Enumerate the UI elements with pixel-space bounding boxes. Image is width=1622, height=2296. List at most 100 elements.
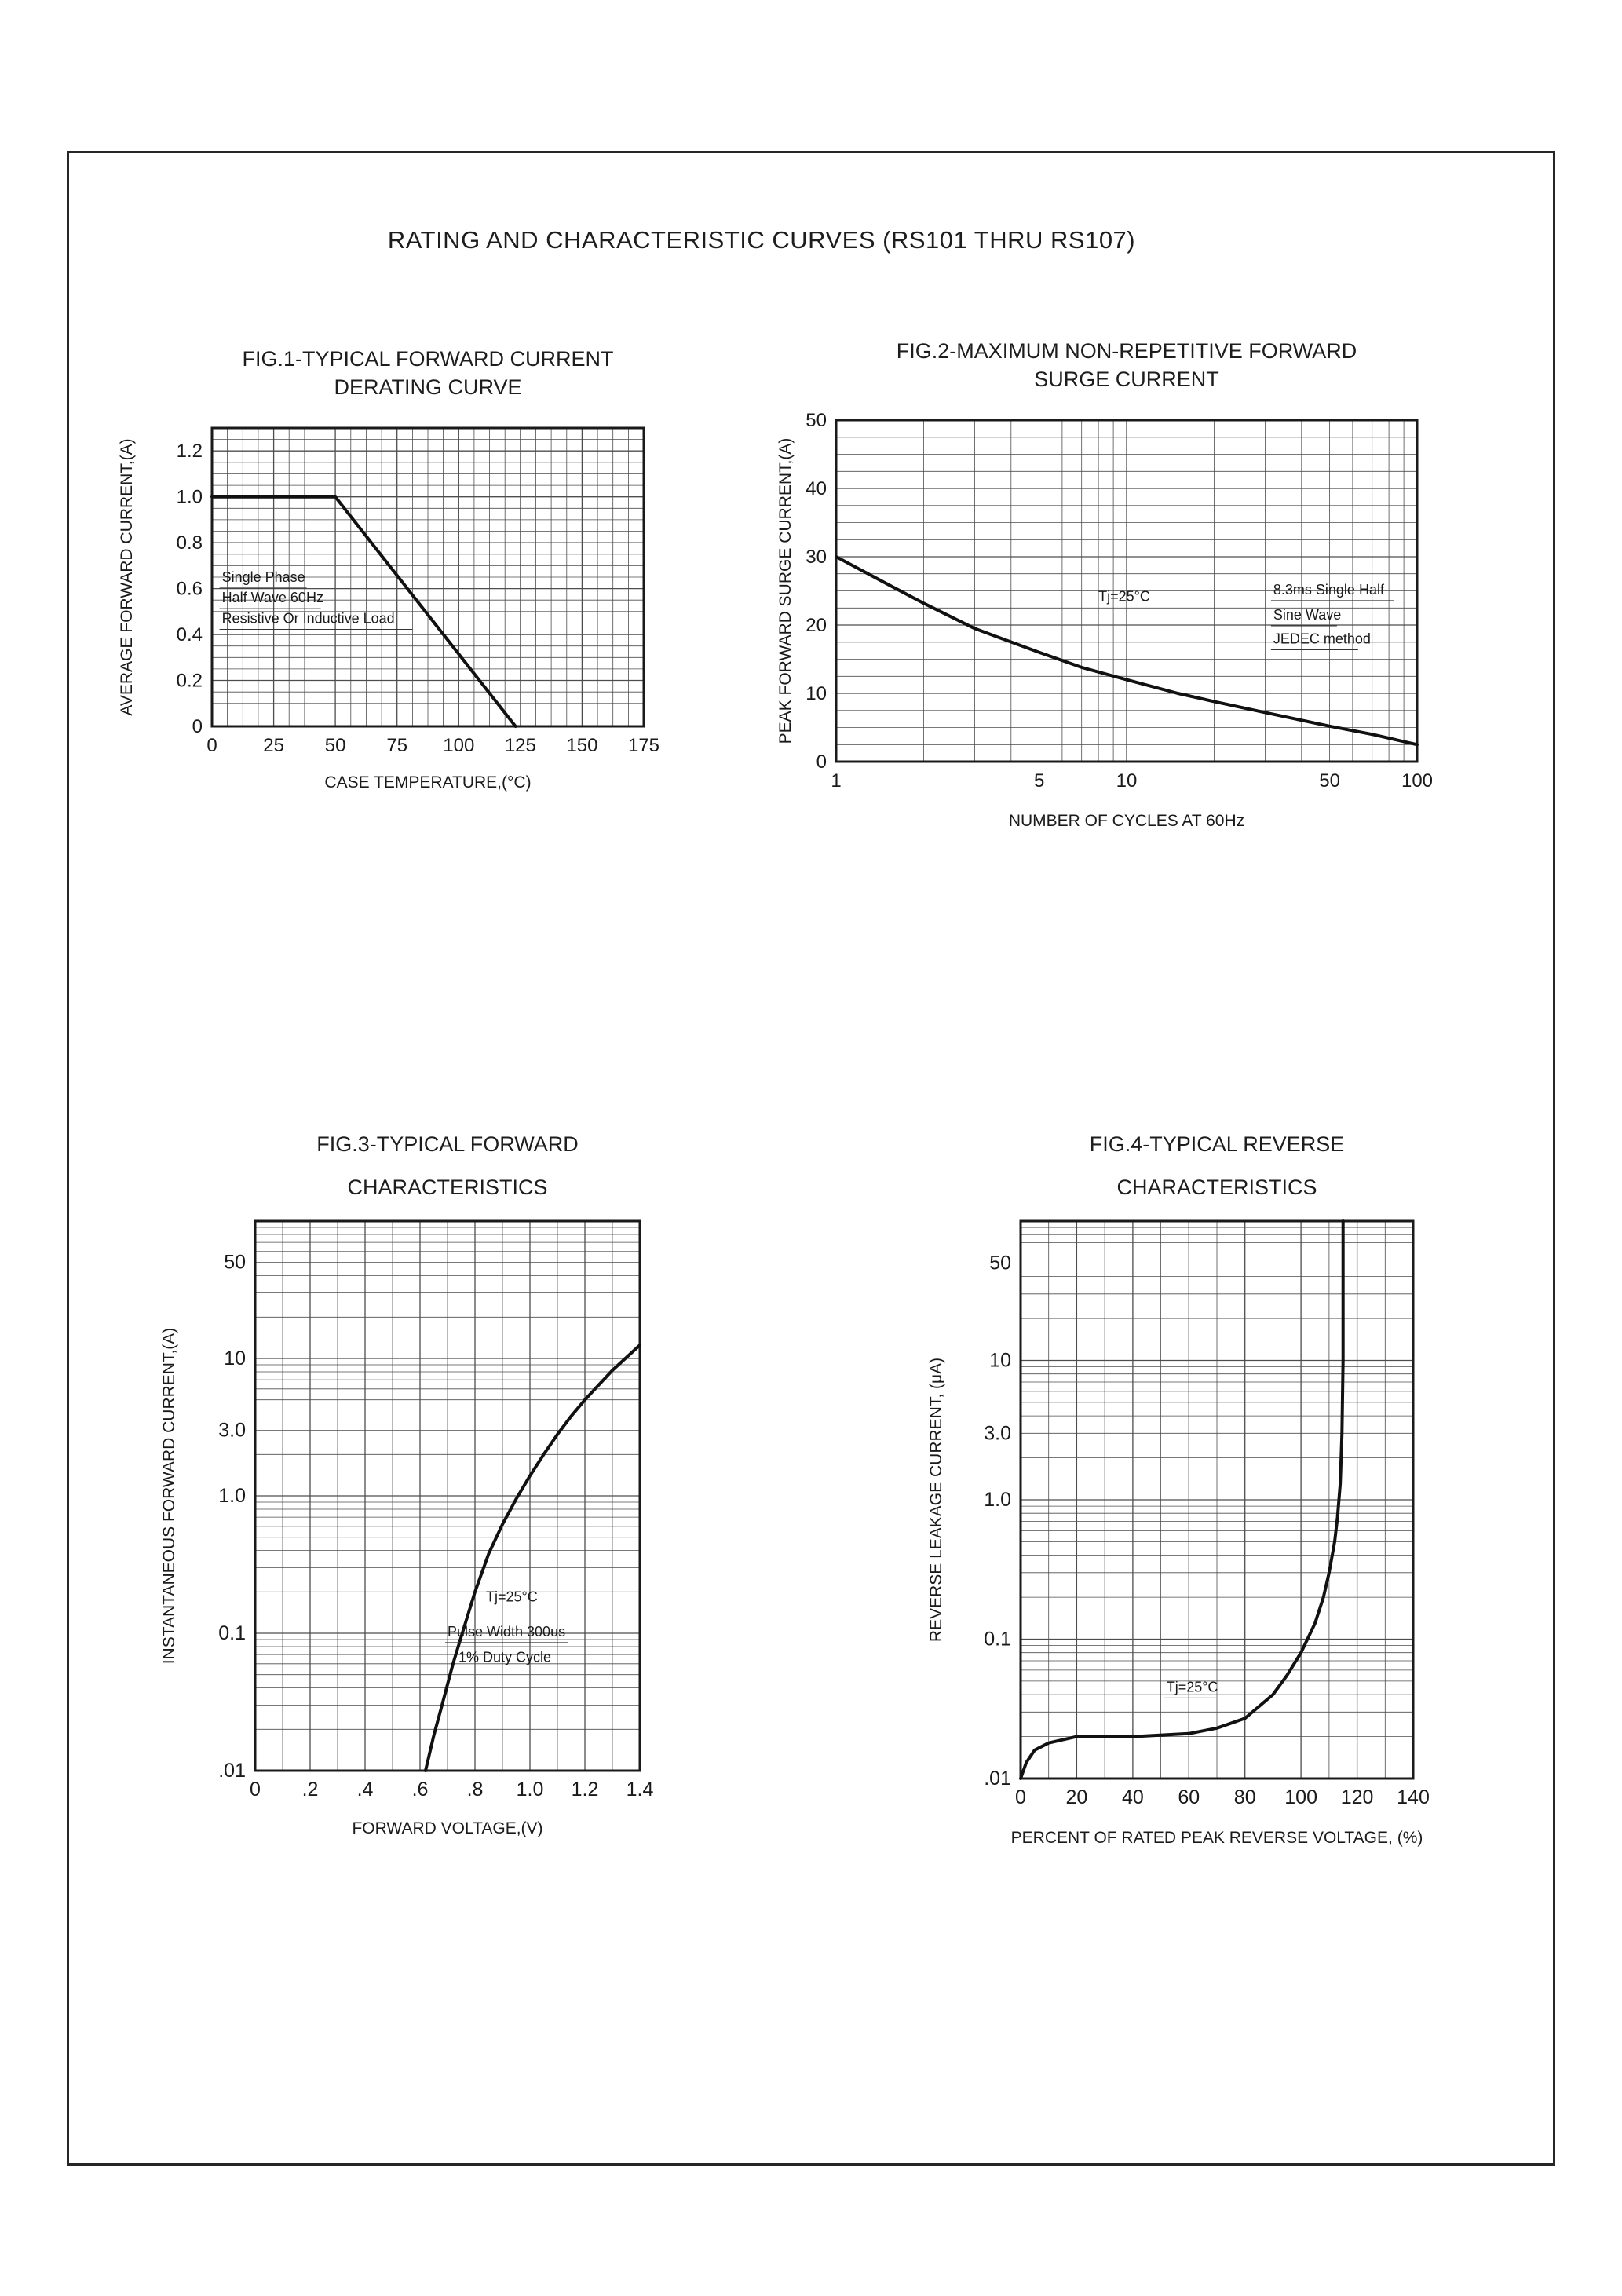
- x-tick-label: 25: [263, 735, 284, 756]
- figure-1-title: FIG.1-TYPICAL FORWARD CURRENT DERATING C…: [102, 345, 683, 404]
- x-tick-label: 50: [1319, 770, 1340, 792]
- y-tick-label: 0.8: [177, 532, 203, 554]
- x-tick-label: 1.0: [517, 1779, 544, 1801]
- annotation-text: 1% Duty Cycle: [458, 1649, 551, 1665]
- x-tick-label: 80: [1234, 1786, 1256, 1808]
- figure-2: FIG.2-MAXIMUM NON-REPETITIVE FORWARD SUR…: [773, 338, 1480, 860]
- data-series: [835, 555, 1419, 747]
- figure-1: FIG.1-TYPICAL FORWARD CURRENT DERATING C…: [102, 345, 683, 828]
- annotation-text: Tj=25°C: [486, 1589, 538, 1605]
- data-series: [1019, 1219, 1345, 1780]
- figure-2-title-line2: SURGE CURRENT: [1034, 367, 1219, 391]
- annotation-text: 8.3ms Single Half: [1273, 582, 1385, 598]
- tick-labels: 0 25 50 75 100 125 150 175 0 0.2 0.4 0.6 0.8 1.0 1.2: [177, 441, 659, 756]
- figure-1-title-line1: FIG.1-TYPICAL FORWARD CURRENT: [242, 347, 614, 371]
- y-tick-label: 1.2: [177, 441, 203, 462]
- x-axis-label: FORWARD VOLTAGE,(V): [352, 1819, 542, 1837]
- annotation-text: Half Wave 60Hz: [222, 590, 323, 605]
- plot-border: [835, 419, 1419, 763]
- y-tick-label: 50: [224, 1252, 246, 1274]
- x-tick-label: 0: [1015, 1786, 1026, 1808]
- y-axis-label: AVERAGE FORWARD CURRENT,(A): [118, 438, 136, 715]
- figure-4-title: FIG.4-TYPICAL REVERSE CHARACTERISTICS: [891, 1123, 1519, 1209]
- x-tick-label: 5: [1034, 770, 1044, 792]
- tick-labels: 0 20 40 60 80 100 120 140 50 10 3.0 1.0 0.1 .01: [984, 1252, 1430, 1808]
- x-tick-label: 175: [628, 735, 659, 756]
- x-tick-label: 0: [250, 1779, 261, 1801]
- annotation-text: Sine Wave: [1273, 607, 1341, 623]
- surge-current-curve: [835, 555, 1419, 747]
- data-series: [210, 495, 517, 728]
- figure-4-title-line2: CHARACTERISTICS: [1116, 1175, 1317, 1200]
- figure-1-title-line2: DERATING CURVE: [334, 375, 522, 399]
- annotation-text: Pulse Width 300us: [448, 1624, 565, 1640]
- x-tick-label: 40: [1122, 1786, 1144, 1808]
- y-axis-label: PEAK FORWARD SURGE CURRENT,(A): [776, 438, 795, 744]
- figure-2-title: FIG.2-MAXIMUM NON-REPETITIVE FORWARD SUR…: [773, 338, 1480, 397]
- y-tick-label: 30: [806, 547, 827, 568]
- figure-4-chart: 0 20 40 60 80 100 120 140 50 10 3.0 1.0 0.1 .01 PERCEN…: [927, 1219, 1430, 1847]
- x-axis-label: NUMBER OF CYCLES AT 60Hz: [1009, 812, 1244, 830]
- x-tick-label: 50: [325, 735, 346, 756]
- page-border-frame: [67, 151, 1555, 2166]
- y-tick-label: 20: [806, 615, 827, 636]
- y-tick-label: 40: [806, 478, 827, 499]
- axis-labels: NUMBER OF CYCLES AT 60Hz PEAK FORWARD SUR…: [776, 438, 1244, 830]
- figure-3-title-line1: FIG.3-TYPICAL FORWARD: [316, 1132, 579, 1156]
- y-tick-label: 1.0: [984, 1489, 1011, 1511]
- x-tick-label: 100: [1401, 770, 1433, 792]
- annotations: Tj=25°C 8.3ms Single Half Sine Wave JEDEC m…: [1098, 582, 1394, 650]
- plot-border: [210, 426, 645, 728]
- tick-labels: 1 5 10 50 100 0 10 20 30 40 50: [806, 410, 1433, 792]
- y-tick-label: 0: [192, 716, 203, 737]
- annotation-text: Single Phase: [222, 569, 305, 585]
- figure-1-chart: 0 25 50 75 100 125 150 17500.20.40.60.81.01.2CA…: [118, 426, 659, 792]
- axis-labels: CASE TEMPERATURE,(°C) AVERAGE FORWARD CUR…: [118, 438, 532, 792]
- x-tick-label: 120: [1341, 1786, 1374, 1808]
- x-tick-label: 100: [1284, 1786, 1317, 1808]
- y-tick-label: 3.0: [984, 1422, 1011, 1444]
- annotation-text: JEDEC method: [1273, 631, 1371, 646]
- y-tick-label: 10: [989, 1350, 1011, 1372]
- x-tick-label: .6: [412, 1779, 429, 1801]
- x-tick-label: 100: [443, 735, 474, 756]
- y-tick-label: 10: [806, 683, 827, 704]
- reverse-leakage-curve: [1019, 1219, 1345, 1780]
- figure-2-chart: 1 5 10 50 100 0 10 20 30 40 50 NUMBER OF CYCLES AT …: [776, 410, 1433, 830]
- y-tick-label: 3.0: [218, 1420, 246, 1442]
- x-axis-label: CASE TEMPERATURE,(°C): [324, 773, 531, 792]
- grid-lines: [1020, 1220, 1414, 1779]
- axis-labels: PERCENT OF RATED PEAK REVERSE VOLTAGE, (…: [927, 1358, 1423, 1847]
- y-tick-label: 0.1: [984, 1629, 1011, 1651]
- figure-3-title: FIG.3-TYPICAL FORWARD CHARACTERISTICS: [133, 1123, 714, 1209]
- figure-4: FIG.4-TYPICAL REVERSE CHARACTERISTICS 0 2…: [891, 1123, 1519, 1881]
- figure-3-title-line2: CHARACTERISTICS: [347, 1175, 548, 1200]
- x-tick-label: 10: [1116, 770, 1138, 792]
- figure-3-chart: 0.2.4.6.8 1.0 1.2 1.450103.01.00.1.01FORWAR…: [160, 1219, 653, 1837]
- y-tick-label: 10: [224, 1347, 246, 1369]
- y-axis-label: INSTANTANEOUS FORWARD CURRENT,(A): [160, 1328, 178, 1665]
- y-tick-label: 0: [816, 751, 827, 773]
- annotation-text: Tj=25°C: [1098, 589, 1150, 605]
- y-tick-label: 0.4: [177, 624, 203, 645]
- x-tick-label: 60: [1178, 1786, 1200, 1808]
- x-axis-label: PERCENT OF RATED PEAK REVERSE VOLTAGE, (…: [1011, 1829, 1423, 1847]
- plot-border: [254, 1219, 641, 1772]
- y-tick-label: .01: [984, 1768, 1011, 1790]
- annotations: Single Phase Half Wave 60Hz Resistive Or I…: [219, 569, 413, 630]
- page-title: RATING AND CHARACTERISTIC CURVES (RS101 …: [387, 226, 1136, 254]
- figure-2-title-line1: FIG.2-MAXIMUM NON-REPETITIVE FORWARD: [896, 339, 1357, 363]
- x-tick-label: 1.2: [572, 1779, 599, 1801]
- annotations: Tj=25°C Pulse Width 300us 1% Duty Cycle: [445, 1589, 568, 1665]
- y-tick-label: 0.1: [218, 1622, 246, 1644]
- x-tick-label: .8: [467, 1779, 484, 1801]
- x-tick-label: 75: [386, 735, 407, 756]
- y-tick-label: 0.2: [177, 671, 203, 692]
- x-tick-label: 140: [1397, 1786, 1430, 1808]
- y-tick-label: 50: [806, 410, 827, 431]
- x-tick-label: 150: [566, 735, 597, 756]
- x-tick-label: 1: [831, 770, 841, 792]
- y-tick-label: 1.0: [177, 487, 203, 508]
- figure-4-title-line1: FIG.4-TYPICAL REVERSE: [1089, 1132, 1345, 1156]
